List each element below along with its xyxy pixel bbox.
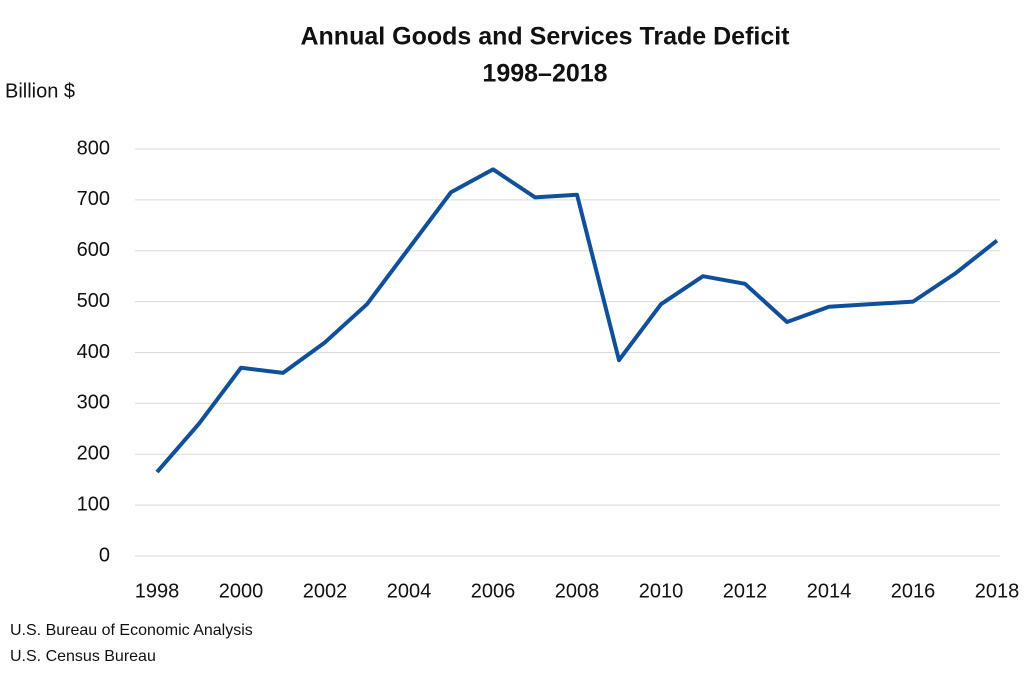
x-tick-label: 1998	[135, 580, 180, 602]
y-tick-label: 500	[77, 290, 110, 312]
y-tick-label: 400	[77, 341, 110, 363]
source-note: U.S. Bureau of Economic Analysis	[10, 622, 253, 639]
source-note: U.S. Census Bureau	[10, 648, 156, 665]
y-tick-label: 600	[77, 239, 110, 261]
x-tick-label: 2004	[387, 580, 432, 602]
y-tick-label: 300	[77, 392, 110, 414]
chart-title: Annual Goods and Services Trade Deficit	[300, 23, 790, 51]
x-tick-label: 2000	[219, 580, 264, 602]
chart-subtitle: 1998–2018	[482, 60, 607, 88]
x-tick-label: 2006	[471, 580, 516, 602]
x-tick-label: 2018	[975, 580, 1020, 602]
y-tick-label: 700	[77, 188, 110, 210]
x-tick-label: 2014	[807, 580, 852, 602]
x-tick-label: 2002	[303, 580, 348, 602]
data-line	[155, 167, 999, 474]
x-tick-label: 2010	[639, 580, 684, 602]
x-tick-label: 2012	[723, 580, 768, 602]
y-tick-label: 200	[77, 443, 110, 465]
x-tick-label: 2016	[891, 580, 936, 602]
y-tick-label: 0	[99, 544, 110, 566]
y-tick-label: 100	[77, 493, 110, 515]
y-tick-label: 800	[77, 137, 110, 159]
y-axis-label: Billion $	[5, 80, 75, 102]
x-tick-label: 2008	[555, 580, 600, 602]
